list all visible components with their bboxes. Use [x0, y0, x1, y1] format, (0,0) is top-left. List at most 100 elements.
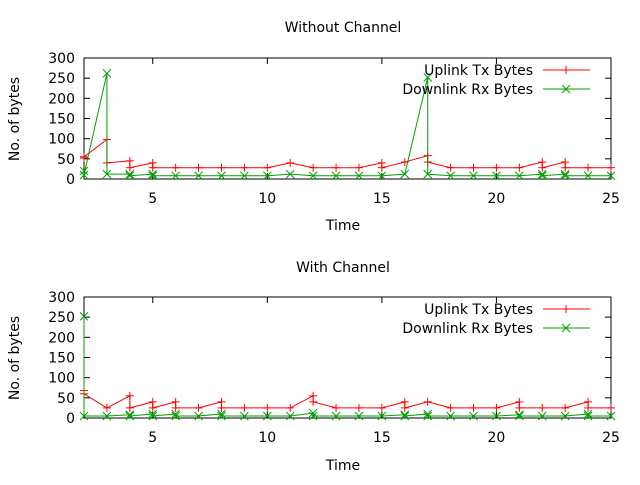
y-tick-label: 50 — [57, 152, 75, 168]
marker-stroke — [583, 411, 593, 421]
data-point — [583, 411, 593, 421]
marker-stroke — [240, 411, 249, 421]
legend: Uplink Tx Bytes Downlink Rx Bytes — [402, 63, 590, 98]
series-line — [83, 390, 611, 409]
data-point — [446, 163, 455, 172]
data-point — [285, 411, 295, 421]
data-point — [148, 411, 158, 421]
data-point — [607, 163, 615, 172]
axes: 0 50 100 150 200 250 300 5 10 15 20 25 — [48, 51, 620, 207]
data-point — [217, 171, 226, 181]
marker-stroke — [217, 411, 226, 421]
data-point — [423, 73, 433, 82]
marker-stroke — [400, 411, 410, 421]
data-point — [79, 312, 89, 321]
data-point — [217, 403, 226, 412]
marker-stroke — [469, 171, 478, 181]
marker-stroke — [537, 169, 547, 179]
data-point — [331, 171, 341, 181]
data-point — [125, 410, 135, 420]
marker-stroke — [606, 411, 616, 421]
marker-stroke — [377, 411, 387, 421]
marker-stroke — [537, 411, 547, 421]
data-point — [217, 411, 226, 421]
data-point — [308, 411, 318, 421]
y-tick-label: 300 — [48, 51, 75, 67]
marker-stroke — [561, 323, 571, 333]
marker-stroke — [354, 171, 364, 181]
data-point — [537, 171, 547, 181]
chart-with-channel: With Channel Time No. of bytes 0 50 100 150… — [7, 260, 620, 474]
data-point — [217, 409, 226, 419]
marker-stroke — [262, 411, 272, 421]
legend-marker — [561, 323, 571, 333]
data-point — [400, 403, 409, 412]
data-point — [514, 411, 524, 421]
marker-stroke — [308, 411, 318, 421]
data-point — [469, 171, 478, 181]
marker-stroke — [469, 411, 478, 421]
marker-stroke — [560, 169, 570, 179]
x-tick-label: 20 — [488, 191, 506, 207]
data-point — [194, 171, 203, 181]
data-point — [354, 403, 363, 412]
x-axis-label: Time — [325, 218, 360, 234]
data-point — [538, 163, 547, 172]
data-point — [217, 163, 226, 172]
data-point — [332, 163, 341, 172]
marker-stroke — [561, 84, 571, 94]
y-tick-label: 0 — [66, 172, 75, 188]
y-tick-label: 0 — [66, 411, 75, 427]
x-tick-label: 5 — [148, 191, 157, 207]
data-point — [400, 411, 410, 421]
marker-stroke — [79, 166, 89, 176]
marker-stroke — [171, 171, 181, 181]
y-tick-label: 100 — [48, 371, 75, 387]
marker-stroke — [377, 171, 387, 181]
data-point — [148, 403, 157, 412]
x-axis-label: Time — [325, 458, 360, 474]
legend-label: Uplink Tx Bytes — [424, 63, 533, 79]
legend-label: Uplink Tx Bytes — [424, 302, 533, 318]
data-point — [560, 411, 570, 421]
data-point — [446, 171, 455, 181]
marker-stroke — [285, 169, 295, 179]
data-point — [469, 163, 478, 172]
marker-stroke — [171, 409, 181, 419]
marker-stroke — [148, 169, 158, 179]
data-point — [79, 170, 89, 180]
axes: 0 50 100 150 200 250 300 5 10 15 20 25 — [48, 290, 620, 446]
marker-stroke — [79, 411, 89, 421]
data-point — [423, 169, 433, 179]
marker-stroke — [125, 169, 135, 179]
y-tick-label: 100 — [48, 132, 75, 148]
data-point — [538, 403, 547, 412]
marker-stroke — [148, 411, 158, 421]
data-point — [354, 171, 364, 181]
data-point — [331, 411, 341, 421]
data-point — [194, 163, 203, 172]
data-point — [469, 411, 478, 421]
x-tick-label: 5 — [148, 430, 157, 446]
marker-stroke — [446, 411, 455, 421]
data-point — [308, 408, 318, 418]
data-point — [194, 403, 203, 412]
marker-stroke — [102, 68, 112, 78]
marker-stroke — [79, 312, 89, 321]
data-point — [514, 410, 524, 420]
data-point — [560, 171, 570, 181]
data-point — [308, 171, 318, 181]
x-tick-label: 20 — [488, 430, 506, 446]
y-tick-label: 200 — [48, 330, 75, 346]
data-point — [492, 403, 501, 412]
marker-stroke — [354, 411, 364, 421]
data-point — [354, 163, 363, 172]
x-tick-label: 25 — [602, 430, 620, 446]
x-tick-label: 15 — [373, 191, 391, 207]
plot-series — [79, 312, 616, 421]
data-point — [79, 166, 89, 176]
marker-stroke — [423, 411, 433, 421]
data-point — [607, 403, 615, 412]
